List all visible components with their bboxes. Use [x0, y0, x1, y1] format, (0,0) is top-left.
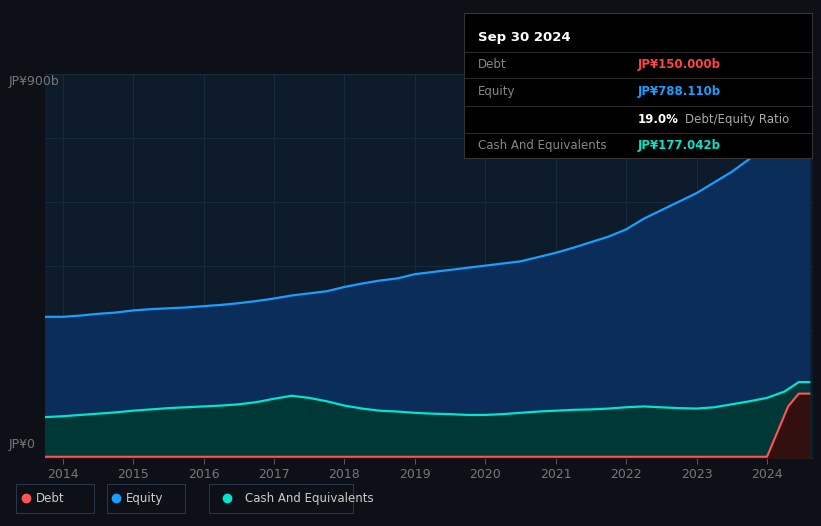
Text: Equity: Equity — [126, 492, 163, 505]
Text: Debt/Equity Ratio: Debt/Equity Ratio — [685, 113, 789, 126]
Text: JP¥0: JP¥0 — [8, 438, 35, 451]
Text: JP¥788.110b: JP¥788.110b — [638, 86, 721, 98]
Text: Cash And Equivalents: Cash And Equivalents — [478, 139, 607, 152]
Text: JP¥177.042b: JP¥177.042b — [638, 139, 721, 152]
Text: Sep 30 2024: Sep 30 2024 — [478, 31, 571, 44]
Text: Equity: Equity — [478, 86, 516, 98]
Text: JP¥150.000b: JP¥150.000b — [638, 58, 721, 71]
Text: Debt: Debt — [36, 492, 65, 505]
Text: Cash And Equivalents: Cash And Equivalents — [245, 492, 374, 505]
Text: 19.0%: 19.0% — [638, 113, 679, 126]
Text: JP¥900b: JP¥900b — [8, 75, 59, 88]
Text: Debt: Debt — [478, 58, 507, 71]
